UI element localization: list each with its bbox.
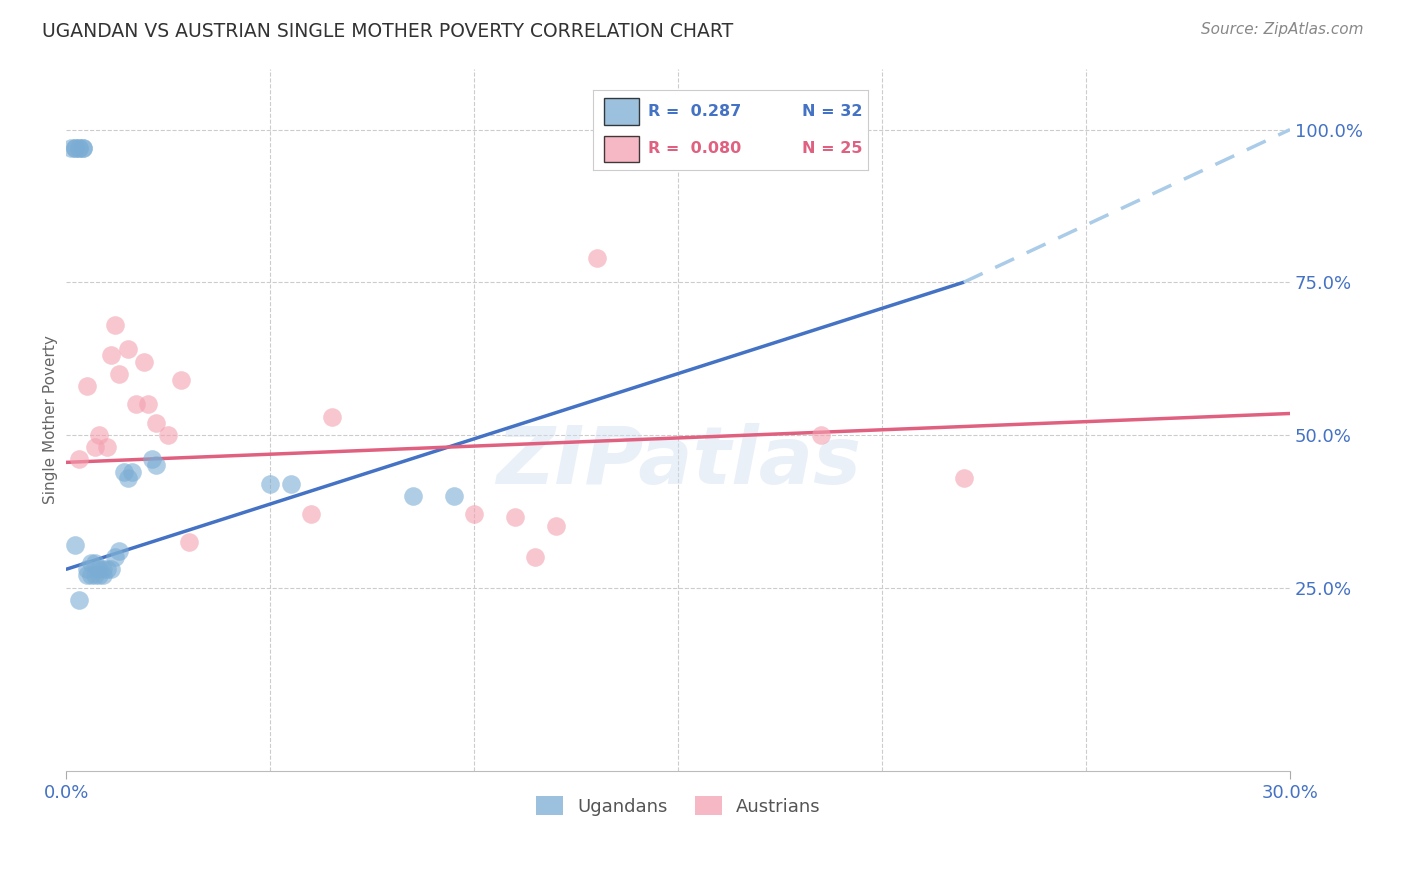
Point	[132, 354, 155, 368]
Point	[76, 379, 98, 393]
Point	[585, 251, 607, 265]
Point	[402, 489, 425, 503]
Point	[87, 568, 110, 582]
Point	[108, 544, 131, 558]
Point	[524, 549, 547, 564]
Point	[67, 452, 90, 467]
Point	[321, 409, 343, 424]
Point	[87, 428, 110, 442]
Point	[259, 476, 281, 491]
Point	[91, 562, 114, 576]
Point	[443, 489, 465, 503]
Point	[169, 373, 191, 387]
Point	[63, 141, 86, 155]
Point	[80, 568, 103, 582]
Point	[157, 428, 180, 442]
Point	[96, 440, 118, 454]
Point	[67, 141, 90, 155]
Point	[136, 397, 159, 411]
Point	[76, 562, 98, 576]
Point	[104, 318, 127, 332]
Point	[104, 549, 127, 564]
Point	[463, 508, 485, 522]
Point	[72, 141, 94, 155]
Point	[84, 440, 107, 454]
Text: ZIPatlas: ZIPatlas	[496, 423, 860, 500]
Point	[84, 556, 107, 570]
Point	[87, 562, 110, 576]
Point	[145, 458, 167, 473]
Point	[177, 534, 200, 549]
Point	[299, 508, 322, 522]
Point	[100, 562, 122, 576]
Point	[117, 343, 139, 357]
Point	[67, 141, 90, 155]
Point	[80, 556, 103, 570]
Y-axis label: Single Mother Poverty: Single Mother Poverty	[44, 335, 58, 504]
Point	[280, 476, 302, 491]
Point	[67, 592, 90, 607]
Point	[810, 428, 832, 442]
Text: Source: ZipAtlas.com: Source: ZipAtlas.com	[1201, 22, 1364, 37]
Point	[63, 141, 86, 155]
Point	[112, 465, 135, 479]
Point	[76, 568, 98, 582]
Point	[503, 510, 526, 524]
Point	[91, 568, 114, 582]
Legend: Ugandans, Austrians: Ugandans, Austrians	[527, 788, 830, 825]
Point	[96, 562, 118, 576]
Point	[145, 416, 167, 430]
Point	[72, 141, 94, 155]
Point	[141, 452, 163, 467]
Point	[125, 397, 148, 411]
Point	[117, 470, 139, 484]
Text: UGANDAN VS AUSTRIAN SINGLE MOTHER POVERTY CORRELATION CHART: UGANDAN VS AUSTRIAN SINGLE MOTHER POVERT…	[42, 22, 734, 41]
Point	[84, 568, 107, 582]
Point	[121, 465, 143, 479]
Point	[544, 519, 567, 533]
Point	[100, 349, 122, 363]
Point	[63, 538, 86, 552]
Point	[952, 470, 974, 484]
Point	[108, 367, 131, 381]
Point	[59, 141, 82, 155]
